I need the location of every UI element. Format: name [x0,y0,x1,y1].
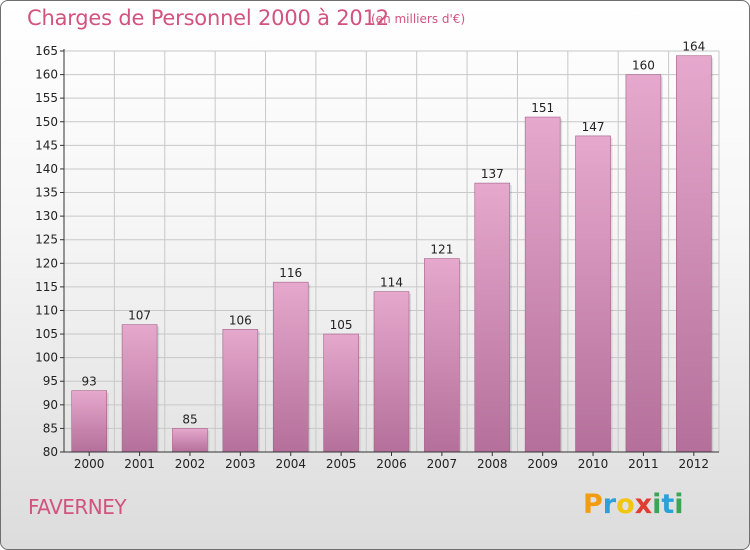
y-tick-label: 105 [35,327,58,341]
y-tick-label: 130 [35,209,58,223]
logo-letter: o [616,489,635,520]
y-tick-label: 80 [43,445,58,459]
bar-value-label: 121 [430,243,453,257]
x-tick-label: 2003 [225,457,256,471]
x-tick-label: 2009 [527,457,558,471]
x-tick-label: 2000 [74,457,105,471]
x-tick-label: 2007 [427,457,458,471]
bar-value-label: 164 [682,40,705,54]
chart-title: Charges de Personnel 2000 à 2012 [27,6,389,30]
x-tick-label: 2008 [477,457,508,471]
x-tick-label: 2006 [376,457,407,471]
y-tick-label: 140 [35,162,58,176]
logo-letter: i [652,489,662,520]
logo-letter: r [602,489,617,520]
logo-letter: x [634,489,653,520]
y-tick-label: 135 [35,186,58,200]
bar-2001 [121,324,158,453]
bar-value-label: 93 [82,375,97,389]
y-tick-label: 155 [35,91,58,105]
y-tick-label: 150 [35,115,58,129]
bar-value-label: 160 [632,59,655,73]
y-tick-label: 90 [43,398,58,412]
city-label: FAVERNEY [28,495,127,519]
bar-value-label: 105 [330,318,353,332]
y-tick-label: 110 [35,303,58,317]
bar-2000 [71,390,107,453]
bar-2007 [424,258,460,453]
y-tick-label: 145 [35,138,58,152]
y-tick-label: 165 [35,44,58,58]
bar-2005 [323,333,359,453]
x-tick-label: 2011 [628,457,659,471]
bar-value-label: 116 [279,266,302,280]
x-tick-label: 2010 [578,457,609,471]
axis-layer: 80 85 90 95 100 105 110 115 120 125 130 135 140 145 15… [35,44,719,471]
bar-2003 [222,329,259,453]
bar-2002 [172,428,208,453]
bar-value-label: 107 [128,309,151,323]
logo-letter: P [583,489,603,520]
y-tick-label: 120 [35,256,58,270]
proxiti-logo: Proxiti [583,489,684,520]
y-tick-label: 115 [35,280,58,294]
bar-2012 [676,55,712,453]
y-tick-label: 100 [35,351,58,365]
bar-value-label: 151 [531,101,554,115]
bar-value-label: 106 [229,313,252,327]
bar-2006 [373,291,410,453]
x-tick-label: 2012 [679,457,710,471]
chart-subtitle: (en milliers d'€) [371,12,466,26]
bar-value-label: 147 [582,120,605,134]
bar-2010 [575,135,611,453]
x-tick-label: 2005 [326,457,357,471]
y-tick-label: 85 [43,421,58,435]
bar-layer [71,55,714,453]
bar-2011 [625,74,662,453]
x-tick-label: 2001 [124,457,155,471]
logo-letter: i [674,489,684,520]
bar-value-label: 85 [182,412,197,426]
bar-value-label: 114 [380,276,403,290]
bar-2009 [524,116,561,453]
x-tick-label: 2002 [175,457,206,471]
x-tick-label: 2004 [275,457,306,471]
bar-value-label: 137 [481,167,504,181]
y-tick-label: 160 [35,68,58,82]
y-tick-label: 95 [43,374,58,388]
logo-letter: t [661,489,675,520]
bar-2008 [474,182,511,453]
bar-2004 [272,281,309,453]
label-layer: 93 107 85 106 116 105 114 121 137 151 147 160 164 [82,40,706,427]
y-tick-label: 125 [35,233,58,247]
